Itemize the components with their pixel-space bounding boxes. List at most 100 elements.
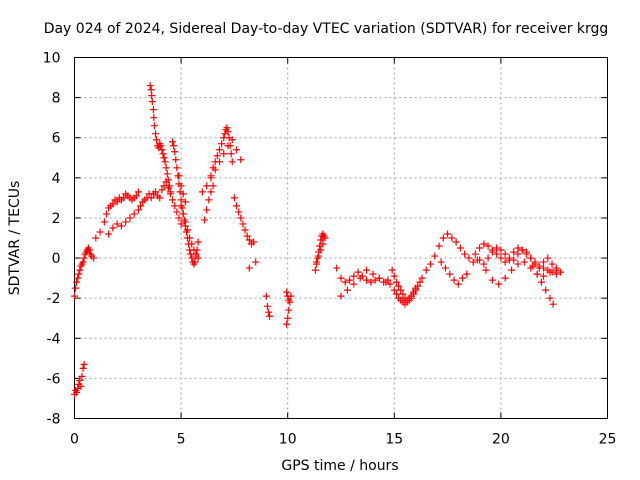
- data-point: [80, 254, 88, 262]
- y-tick-label: -2: [47, 291, 61, 307]
- data-point: [177, 182, 185, 190]
- axis-ticks: 0 5 10 15 20 25 -8 -6 -4 -2 0 2 4 6 8 10: [43, 51, 617, 448]
- data-point: [546, 268, 554, 276]
- chart-title: Day 024 of 2024, Sidereal Day-to-day VTE…: [44, 21, 609, 37]
- data-point: [147, 194, 155, 202]
- data-point: [461, 250, 469, 258]
- data-point: [166, 190, 174, 198]
- data-point: [152, 188, 160, 196]
- data-point: [230, 194, 238, 202]
- data-point: [177, 202, 185, 210]
- data-point: [514, 244, 522, 252]
- data-point: [488, 248, 496, 256]
- x-tick-label: 5: [177, 432, 186, 448]
- data-point: [266, 312, 274, 320]
- data-point: [363, 266, 371, 274]
- data-point: [225, 134, 233, 142]
- data-point: [158, 146, 166, 154]
- data-point: [237, 156, 245, 164]
- data-point: [220, 150, 228, 158]
- data-point: [157, 142, 165, 150]
- data-point: [205, 196, 213, 204]
- data-point: [134, 206, 142, 214]
- data-point: [113, 198, 121, 206]
- data-point: [161, 158, 169, 166]
- data-point: [169, 196, 177, 204]
- data-point: [508, 266, 516, 274]
- data-point: [501, 274, 509, 282]
- data-point: [510, 256, 518, 264]
- y-axis-label: SDTVAR / TECUs: [7, 181, 23, 296]
- data-point: [177, 220, 185, 228]
- data-point: [510, 248, 518, 256]
- data-point: [198, 188, 206, 196]
- data-point: [126, 214, 134, 222]
- data-point: [191, 258, 199, 266]
- data-point: [390, 286, 398, 294]
- data-point: [175, 214, 183, 222]
- y-tick-label: 10: [43, 51, 61, 67]
- data-point: [211, 158, 219, 166]
- data-point: [317, 236, 325, 244]
- data-point: [367, 278, 375, 286]
- data-point: [319, 240, 327, 248]
- data-point: [80, 360, 88, 368]
- data-point: [412, 284, 420, 292]
- data-point: [418, 274, 426, 282]
- data-point: [245, 236, 253, 244]
- data-point: [533, 270, 541, 278]
- data-point: [514, 250, 522, 258]
- data-point: [435, 242, 443, 250]
- data-point: [227, 150, 235, 158]
- data-point: [171, 148, 179, 156]
- data-point: [190, 246, 198, 254]
- y-tick-label: -4: [47, 331, 61, 347]
- data-point: [207, 172, 215, 180]
- data-point: [224, 128, 232, 136]
- data-point: [409, 288, 417, 296]
- data-point: [397, 286, 405, 294]
- data-point: [233, 202, 241, 210]
- data-point: [122, 218, 130, 226]
- data-point: [194, 238, 202, 246]
- data-point: [427, 260, 435, 268]
- data-point: [252, 258, 260, 266]
- data-point: [284, 292, 292, 300]
- data-point: [239, 220, 247, 228]
- data-point: [333, 264, 341, 272]
- data-point: [209, 182, 217, 190]
- data-point: [546, 294, 554, 302]
- data-point: [102, 210, 110, 218]
- data-point: [72, 284, 80, 292]
- data-point: [96, 228, 104, 236]
- y-tick-label: 0: [52, 251, 61, 267]
- data-point: [518, 246, 526, 254]
- data-point: [552, 264, 560, 272]
- data-point: [437, 258, 445, 266]
- data-point: [459, 274, 467, 282]
- data-point: [317, 246, 325, 254]
- data-point: [520, 258, 528, 266]
- data-point: [79, 258, 87, 266]
- data-points: [71, 82, 565, 398]
- data-point: [175, 172, 183, 180]
- data-point: [76, 266, 84, 274]
- data-point: [399, 290, 407, 298]
- data-point: [480, 240, 488, 248]
- data-point: [241, 226, 249, 234]
- data-point: [150, 122, 158, 130]
- chart-grid: [74, 57, 608, 419]
- data-point: [557, 268, 565, 276]
- data-point: [283, 288, 291, 296]
- data-point: [137, 202, 145, 210]
- data-point: [90, 254, 98, 262]
- data-point: [173, 208, 181, 216]
- data-point: [321, 234, 329, 242]
- x-axis-label: GPS time / hours: [281, 458, 398, 474]
- data-point: [388, 266, 396, 274]
- data-point: [493, 250, 501, 258]
- data-point: [542, 286, 550, 294]
- data-point: [156, 194, 164, 202]
- data-point: [73, 388, 81, 396]
